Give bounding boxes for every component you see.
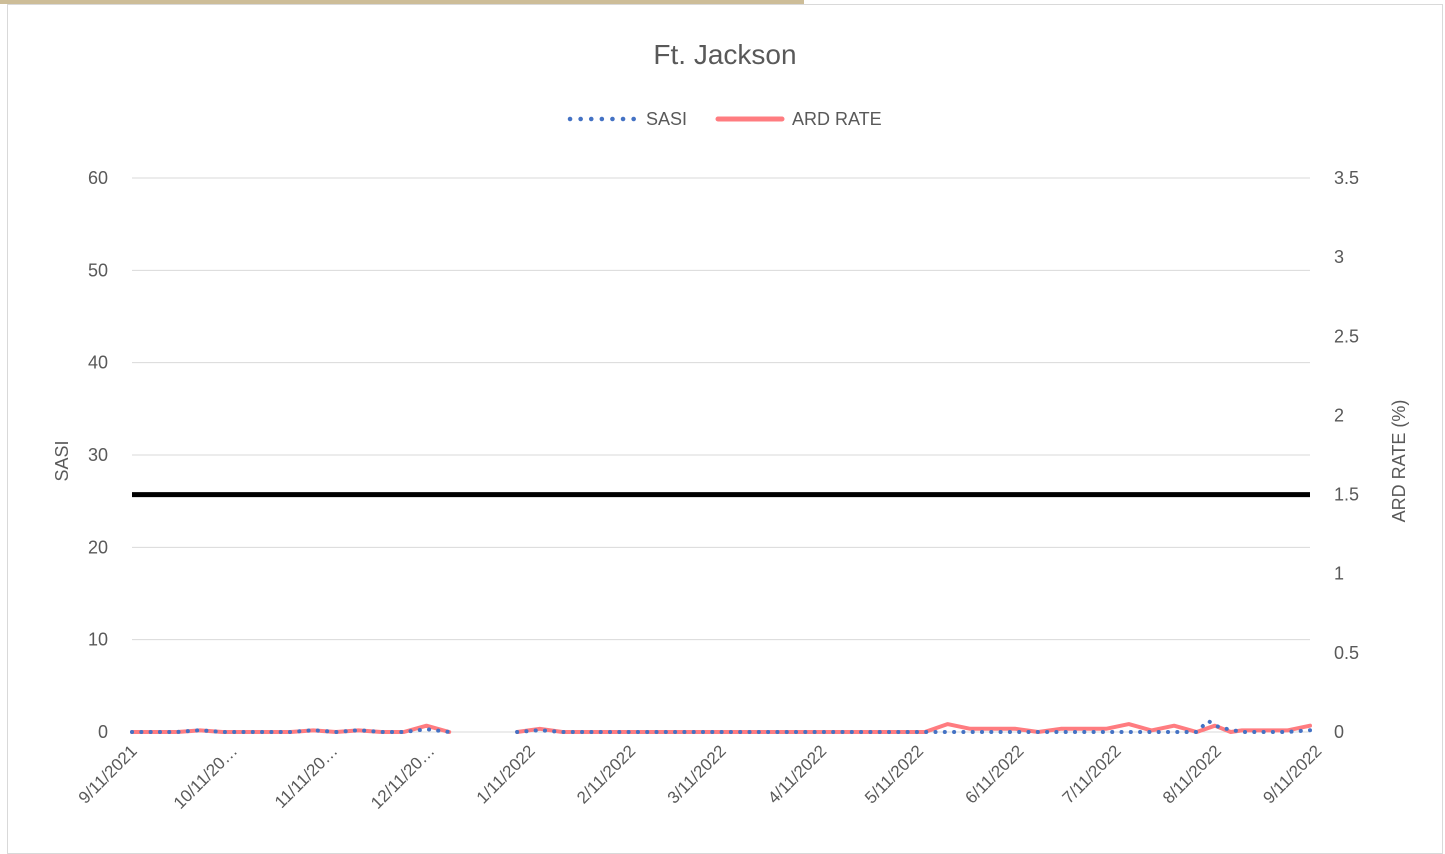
y-tick-label-left: 40 — [88, 353, 108, 373]
x-tick-label: 9/11/2022 — [1259, 741, 1325, 807]
x-tick-label: 4/11/2022 — [764, 741, 830, 807]
y-tick-label-left: 30 — [88, 445, 108, 465]
y-tick-label-right: 2.5 — [1334, 326, 1359, 346]
chart-frame: Ft. Jackson SASI ARD RATE 0 10 20 30 40 50 60 … — [7, 4, 1443, 854]
y-tick-label-left: 20 — [88, 537, 108, 557]
y-tick-label-left: 50 — [88, 260, 108, 280]
y-axis-left-title: SASI — [52, 440, 72, 481]
x-tick-label: 3/11/2022 — [664, 741, 730, 807]
y-axis-right-ticks: 0 0.5 1 1.5 2 2.5 3 3.5 — [1334, 168, 1359, 742]
chart-svg: Ft. Jackson SASI ARD RATE 0102030405060 … — [52, 39, 1409, 813]
x-tick-label: 10/11/20… — [170, 741, 241, 812]
x-tick-label: 2/11/2022 — [573, 741, 639, 807]
y-tick-label-right: 0.5 — [1334, 643, 1359, 663]
y-tick-label-left: 10 — [88, 630, 108, 650]
y-tick-label-right: 2 — [1334, 405, 1344, 425]
x-axis-ticks: 9/11/2021 10/11/20… 11/11/20… 12/11/20… 1/11… — [75, 741, 1326, 812]
y-tick-label-right: 1.5 — [1334, 485, 1359, 505]
gridlines — [132, 177, 1310, 733]
y-tick-label-right: 3 — [1334, 247, 1344, 267]
x-tick-label: 8/11/2022 — [1159, 741, 1225, 807]
chart-title: Ft. Jackson — [653, 39, 796, 70]
y-tick-label-left: 60 — [88, 168, 108, 188]
x-tick-label: 12/11/20… — [367, 741, 438, 812]
y-axis-right-title: ARD RATE (%) — [1389, 400, 1409, 523]
series-sasi — [130, 718, 1312, 735]
series-ard-line — [515, 722, 1312, 734]
legend-ard-label: ARD RATE — [792, 109, 882, 129]
y-tick-label-right: 3.5 — [1334, 168, 1359, 188]
series-sasi-line — [515, 718, 1312, 734]
x-tick-label: 7/11/2022 — [1059, 741, 1125, 807]
y-tick-label-right: 1 — [1334, 564, 1344, 584]
series-sasi-line — [130, 727, 452, 735]
y-tick-label-left: 0 — [98, 722, 108, 742]
x-tick-label: 6/11/2022 — [962, 741, 1028, 807]
legend-sasi-label: SASI — [646, 109, 687, 129]
x-tick-label: 9/11/2021 — [75, 741, 141, 807]
x-tick-label: 11/11/20… — [271, 741, 341, 811]
x-tick-label: 1/11/2022 — [473, 741, 539, 807]
y-tick-label-right: 0 — [1334, 722, 1344, 742]
x-tick-label: 5/11/2022 — [861, 741, 927, 807]
top-accent-band — [0, 0, 804, 4]
y-axis-left-ticks: 0 10 20 30 40 50 60 — [88, 168, 108, 742]
legend: SASI ARD RATE — [567, 109, 882, 129]
